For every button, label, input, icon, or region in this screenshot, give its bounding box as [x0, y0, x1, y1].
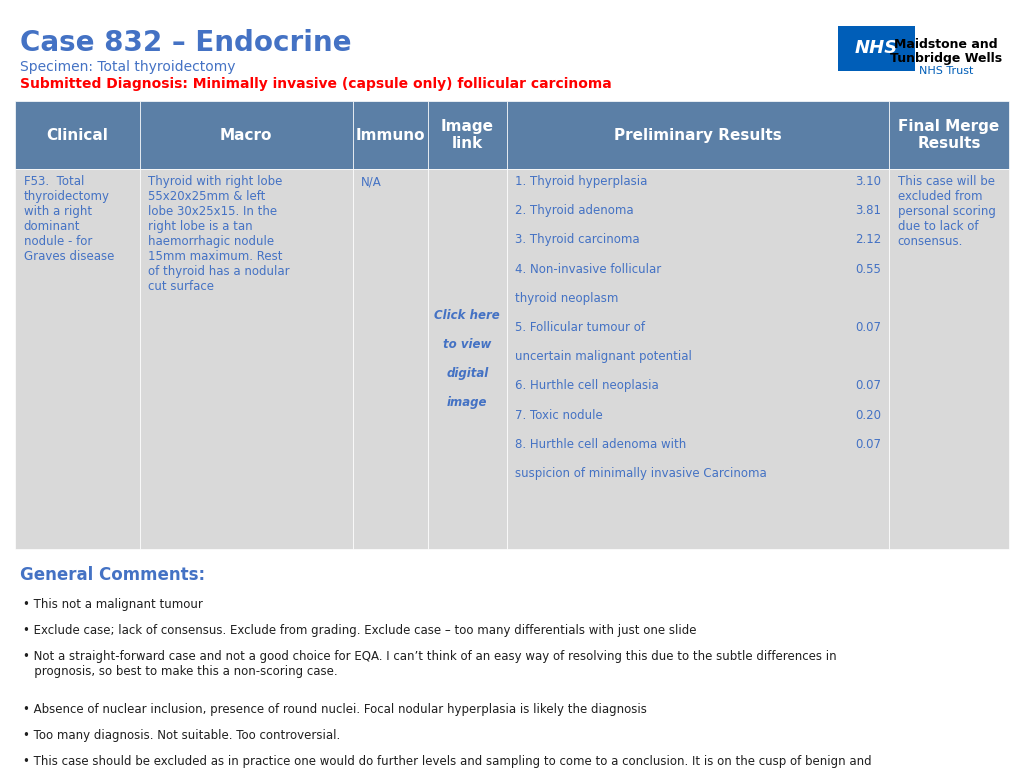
Text: N/A: N/A: [361, 175, 382, 188]
Text: Clinical: Clinical: [46, 127, 109, 143]
FancyBboxPatch shape: [353, 101, 428, 169]
Text: • Exclude case; lack of consensus. Exclude from grading. Exclude case – too many: • Exclude case; lack of consensus. Exclu…: [23, 624, 696, 637]
Text: 0.07: 0.07: [855, 321, 882, 334]
Text: Preliminary Results: Preliminary Results: [614, 127, 782, 143]
Text: 3. Thyroid carcinoma: 3. Thyroid carcinoma: [515, 233, 640, 247]
Text: 6. Hurthle cell neoplasia: 6. Hurthle cell neoplasia: [515, 379, 659, 392]
Text: 2.12: 2.12: [855, 233, 882, 247]
Text: 0.55: 0.55: [855, 263, 882, 276]
FancyBboxPatch shape: [890, 169, 1009, 549]
Text: • Absence of nuclear inclusion, presence of round nuclei. Focal nodular hyperpla: • Absence of nuclear inclusion, presence…: [23, 703, 646, 716]
FancyBboxPatch shape: [15, 101, 139, 169]
Text: to view: to view: [443, 338, 492, 351]
Text: F53.  Total
thyroidectomy
with a right
dominant
nodule - for
Graves disease: F53. Total thyroidectomy with a right do…: [24, 175, 114, 263]
Text: image: image: [447, 396, 487, 409]
FancyBboxPatch shape: [507, 101, 890, 169]
Text: 5. Follicular tumour of: 5. Follicular tumour of: [515, 321, 645, 334]
FancyBboxPatch shape: [139, 169, 353, 549]
Text: Immuno: Immuno: [355, 127, 425, 143]
Text: 1. Thyroid hyperplasia: 1. Thyroid hyperplasia: [515, 175, 647, 188]
Text: 3.81: 3.81: [855, 204, 882, 217]
Text: 4. Non-invasive follicular: 4. Non-invasive follicular: [515, 263, 662, 276]
Text: Macro: Macro: [220, 127, 272, 143]
FancyBboxPatch shape: [507, 169, 890, 549]
Text: Thyroid with right lobe
55x20x25mm & left
lobe 30x25x15. In the
right lobe is a : Thyroid with right lobe 55x20x25mm & lef…: [147, 175, 290, 293]
Text: • Too many diagnosis. Not suitable. Too controversial.: • Too many diagnosis. Not suitable. Too …: [23, 729, 340, 742]
Text: Specimen: Total thyroidectomy: Specimen: Total thyroidectomy: [20, 60, 236, 74]
Text: Final Merge
Results: Final Merge Results: [898, 119, 999, 151]
Text: 0.07: 0.07: [855, 438, 882, 451]
FancyBboxPatch shape: [139, 101, 353, 169]
Text: 0.07: 0.07: [855, 379, 882, 392]
FancyBboxPatch shape: [838, 26, 915, 71]
FancyBboxPatch shape: [353, 169, 428, 549]
Text: Maidstone and: Maidstone and: [894, 38, 998, 51]
Text: Tunbridge Wells: Tunbridge Wells: [890, 52, 1002, 65]
Text: 3.10: 3.10: [855, 175, 882, 188]
Text: General Comments:: General Comments:: [20, 566, 206, 584]
Text: • This case should be excluded as in practice one would do further levels and sa: • This case should be excluded as in pra…: [23, 755, 871, 768]
Text: digital: digital: [446, 367, 488, 380]
Text: uncertain malignant potential: uncertain malignant potential: [515, 350, 692, 363]
Text: Image
link: Image link: [440, 119, 494, 151]
FancyBboxPatch shape: [15, 169, 139, 549]
Text: • This not a malignant tumour: • This not a malignant tumour: [23, 598, 203, 611]
Text: NHS Trust: NHS Trust: [919, 66, 974, 76]
Text: 8. Hurthle cell adenoma with: 8. Hurthle cell adenoma with: [515, 438, 686, 451]
Text: This case will be
excluded from
personal scoring
due to lack of
consensus.: This case will be excluded from personal…: [898, 175, 995, 248]
Text: 2. Thyroid adenoma: 2. Thyroid adenoma: [515, 204, 634, 217]
Text: NHS: NHS: [855, 38, 898, 57]
FancyBboxPatch shape: [428, 101, 507, 169]
Text: • Not a straight-forward case and not a good choice for EQA. I can’t think of an: • Not a straight-forward case and not a …: [23, 650, 837, 678]
Text: Click here: Click here: [434, 309, 500, 322]
FancyBboxPatch shape: [890, 101, 1009, 169]
Text: Case 832 – Endocrine: Case 832 – Endocrine: [20, 29, 352, 57]
Text: Submitted Diagnosis: Minimally invasive (capsule only) follicular carcinoma: Submitted Diagnosis: Minimally invasive …: [20, 77, 612, 91]
FancyBboxPatch shape: [428, 169, 507, 549]
Text: 7. Toxic nodule: 7. Toxic nodule: [515, 409, 603, 422]
Text: thyroid neoplasm: thyroid neoplasm: [515, 292, 618, 305]
Text: suspicion of minimally invasive Carcinoma: suspicion of minimally invasive Carcinom…: [515, 467, 767, 480]
Text: 0.20: 0.20: [855, 409, 882, 422]
